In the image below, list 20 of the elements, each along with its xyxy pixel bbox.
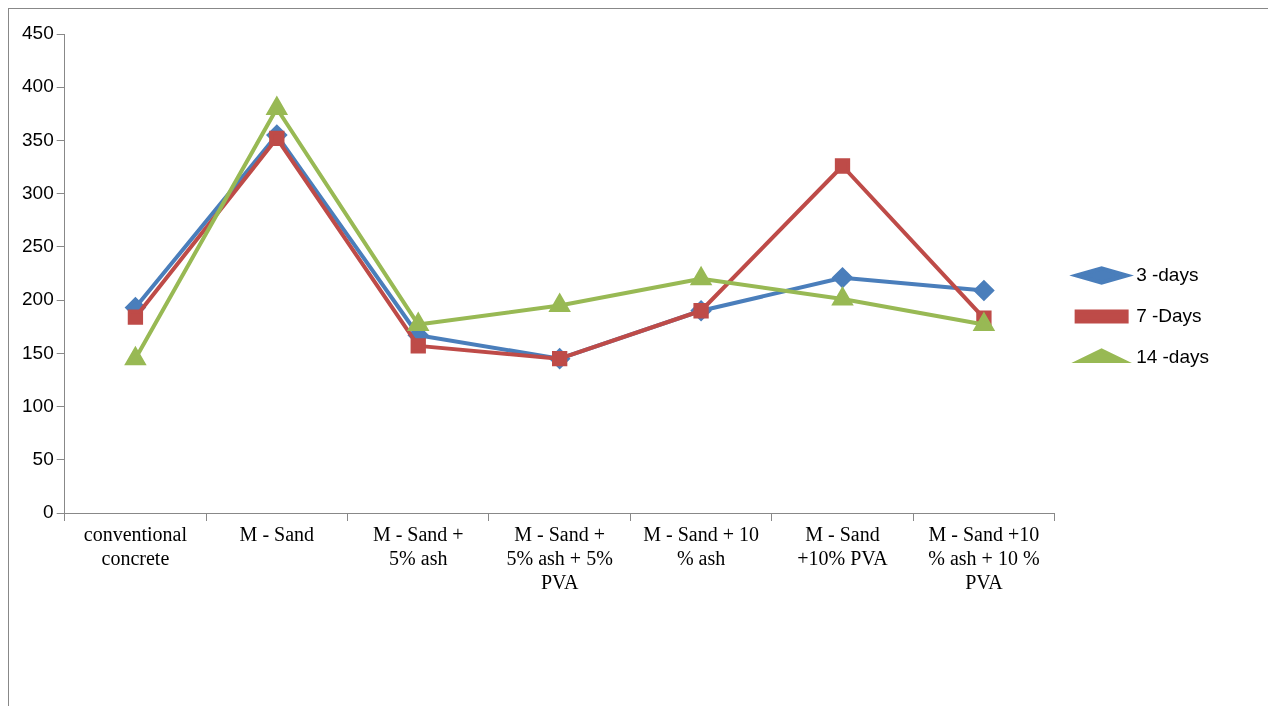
legend-label: 7 -Days (1136, 304, 1202, 326)
x-tick-label: M - Sand + 10 % ash (643, 523, 759, 570)
legend-label: 14 -days (1136, 345, 1209, 367)
x-tick-label: conventional concrete (83, 523, 188, 570)
y-tick-label: 200 (22, 288, 54, 310)
x-tick-label: M - Sand (239, 523, 315, 546)
y-tick-label: 100 (22, 394, 54, 416)
y-tick-label: 400 (22, 75, 54, 97)
x-tick-label: M - Sand + 5% ash + 5% PVA (506, 523, 613, 594)
x-tick-label: M - Sand +10 % ash + 10 % PVA (928, 523, 1040, 594)
y-tick-label: 450 (22, 22, 54, 44)
y-tick-label: 150 (22, 341, 54, 363)
y-tick-label: 50 (32, 448, 54, 470)
y-tick-label: 250 (22, 235, 54, 257)
y-tick-label: 350 (22, 128, 54, 150)
y-tick-label: 0 (43, 501, 54, 523)
legend-label: 3 -days (1136, 263, 1199, 285)
x-tick-label: M - Sand +10% PVA (797, 523, 889, 570)
x-tick-label: M - Sand + 5% ash (372, 523, 464, 570)
y-tick-label: 300 (22, 181, 54, 203)
